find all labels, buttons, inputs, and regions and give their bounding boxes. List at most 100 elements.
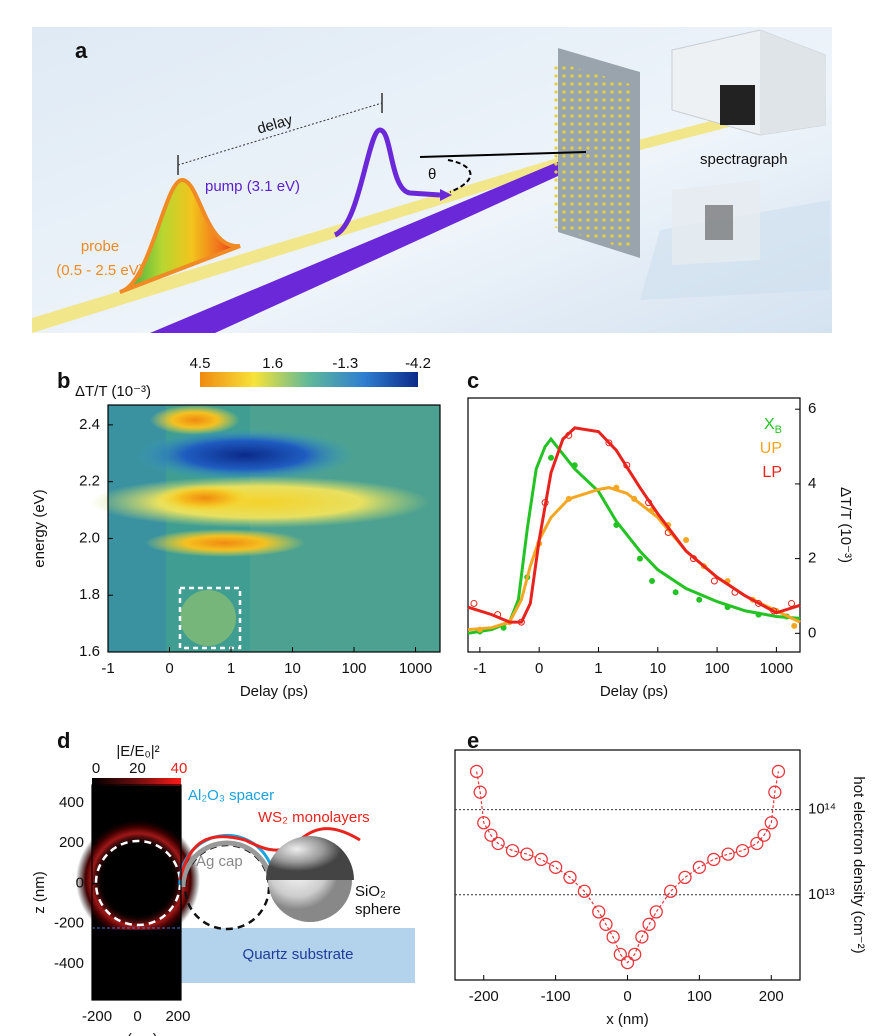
data-point: [469, 764, 484, 779]
x-tick-label: 10: [284, 660, 301, 677]
x-tick-label: 10: [649, 660, 666, 677]
legend-entry: XB: [764, 416, 782, 436]
panel-a: a delay pump (3.1 eV) θ probe (0.5 - 2.5…: [32, 27, 832, 333]
data-point: [599, 917, 613, 931]
detector: [720, 85, 755, 125]
data-point: [683, 536, 690, 543]
data-point: [477, 816, 491, 830]
x-tick-label: 1: [227, 660, 235, 677]
data-point: [696, 596, 703, 603]
fit-line: [467, 486, 801, 632]
spectrograph-label: spectragraph: [700, 151, 788, 168]
y-tick-label: 1.8: [79, 586, 100, 603]
data-point: [721, 847, 735, 861]
colorbar: [200, 372, 418, 387]
data-point: [692, 860, 707, 874]
annotation: Al₂O₃ spacer: [188, 787, 274, 804]
data-point: [663, 884, 678, 898]
plot-frame: [91, 784, 182, 1001]
y-axis-label: z (nm): [31, 871, 48, 914]
theta-label: θ: [428, 166, 436, 183]
x-tick-label: 100: [687, 988, 712, 1005]
data-point: [735, 843, 750, 858]
pump-arrow: [440, 189, 452, 201]
pump-beam: [150, 150, 593, 333]
colorbar-label: |E/E₀|²: [116, 743, 159, 760]
colorbar-tick-label: 20: [129, 760, 146, 777]
data-point: [620, 955, 635, 970]
panel-b-map: [90, 372, 440, 652]
colorbar-tick-label: -1.3: [332, 355, 358, 372]
x-tick-label: 1: [594, 660, 602, 677]
plot-frame: [467, 397, 801, 653]
x-tick-label: -1: [473, 660, 486, 677]
heatmap-feature: [145, 529, 305, 557]
x-axis-label: x (nm): [115, 1031, 158, 1036]
y-tick-label: 10¹³: [808, 886, 835, 903]
colorbar-tick-label: 0: [92, 760, 100, 777]
data-point: [678, 870, 692, 885]
panel-label: c: [467, 368, 479, 393]
data-point: [710, 577, 718, 585]
plot-frame: [454, 749, 801, 981]
data-point: [548, 454, 555, 461]
colorbar-tick-label: -4.2: [405, 355, 431, 372]
data-point: [649, 578, 656, 585]
x-tick-label: 0: [133, 1008, 141, 1025]
y-tick-label: 0: [808, 624, 816, 641]
y-tick-label: 2.0: [79, 529, 100, 546]
data-point: [577, 884, 592, 898]
normal-line: [419, 151, 587, 158]
y-tick-label: 200: [59, 834, 84, 851]
angle-arc: [447, 159, 472, 193]
plot-frame: [107, 404, 441, 653]
colorbar-tick-label: 40: [171, 760, 188, 777]
annotation: WS₂ monolayers: [258, 809, 370, 826]
y-tick-label: 0: [76, 874, 84, 891]
y-tick-label: 1.6: [79, 643, 100, 660]
legend-entry: LP: [762, 464, 782, 481]
fit-line: [467, 426, 801, 624]
y-tick-label: 10¹⁴: [808, 801, 836, 818]
x-tick-label: 100: [705, 660, 730, 677]
data-point: [548, 860, 563, 874]
data-point: [606, 930, 620, 944]
y-tick-label: 400: [59, 794, 84, 811]
colorbar-tick-label: 1.6: [262, 355, 283, 372]
x-tick-label: 100: [342, 660, 367, 677]
data-point: [605, 439, 613, 447]
data-point: [563, 870, 577, 885]
heatmap-feature: [180, 590, 236, 646]
data-point: [628, 947, 642, 961]
x-tick-label: 0: [535, 660, 543, 677]
heatmap-feature: [150, 405, 240, 435]
data-point: [788, 599, 796, 607]
panel-label: e: [467, 728, 479, 753]
detector-ghost: [705, 205, 733, 240]
heatmap-feature: [90, 476, 430, 528]
legend-text: X: [764, 416, 775, 433]
x-axis-label: Delay (ps): [240, 683, 308, 700]
heatmap-feature: [135, 429, 355, 481]
colorbar: [92, 778, 181, 786]
data-point: [757, 828, 771, 842]
x-tick-label: 1000: [760, 660, 793, 677]
x-tick-label: -200: [469, 988, 499, 1005]
heatmap-feature: [155, 484, 255, 512]
spectrograph-side: [760, 30, 825, 135]
x-tick-label: 1000: [399, 660, 432, 677]
x-tick-label: -100: [541, 988, 571, 1005]
x-tick-label: -1: [101, 660, 114, 677]
data-point: [613, 947, 627, 961]
legend-text: LP: [762, 464, 782, 481]
y-tick-label: 2: [808, 550, 816, 567]
data-point: [768, 785, 782, 799]
data-point: [636, 555, 643, 562]
x-axis-label: Delay (ps): [600, 683, 668, 700]
colorbar-label: ΔT/T (10⁻³): [75, 383, 151, 400]
x-tick-label: 0: [165, 660, 173, 677]
annotation: Quartz substrate: [243, 946, 354, 963]
data-point: [491, 836, 505, 851]
data-point: [470, 599, 478, 607]
probe-range: (0.5 - 2.5 eV): [56, 262, 144, 279]
